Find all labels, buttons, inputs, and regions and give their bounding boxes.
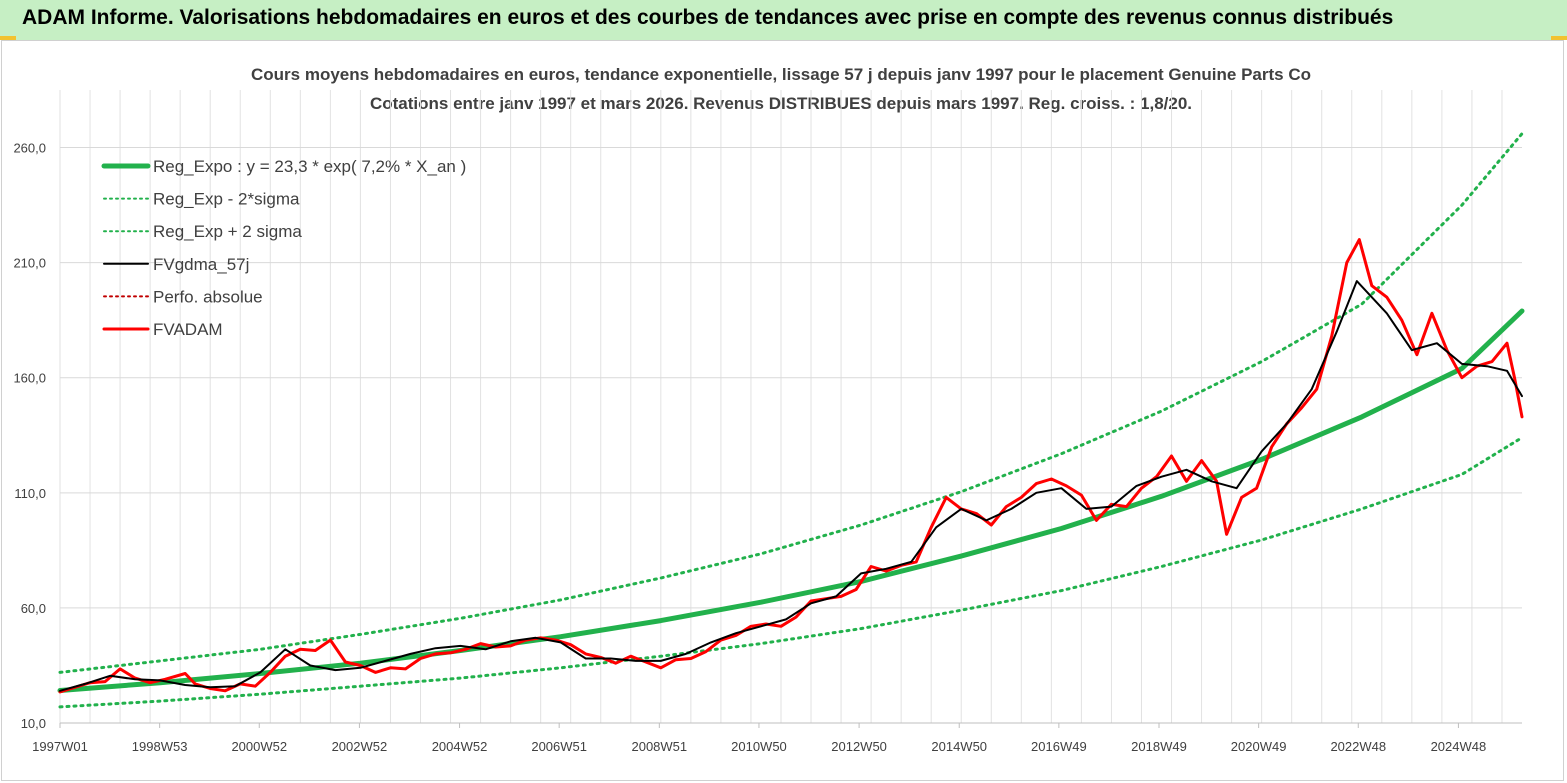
x-tick-label: 2016W49 <box>1031 739 1087 754</box>
grid <box>59 90 1522 724</box>
x-tick-label: 1998W53 <box>132 739 188 754</box>
x-tick-label: 2004W52 <box>432 739 488 754</box>
y-tick-label: 160,0 <box>13 371 46 386</box>
x-tick-label: 2018W49 <box>1131 739 1187 754</box>
y-tick-label: 10,0 <box>21 716 46 731</box>
x-tick-label: 1997W01 <box>32 739 88 754</box>
legend-label: Reg_Exp + 2 sigma <box>153 222 302 241</box>
x-tick-label: 2010W50 <box>731 739 787 754</box>
series-line-1 <box>58 436 1524 709</box>
banner-title: ADAM Informe. Valorisations hebdomadaire… <box>22 6 1394 29</box>
legend-label: Reg_Expo : y = 23,3 * exp( 7,2% * X_an ) <box>153 157 466 176</box>
legend: Reg_Expo : y = 23,3 * exp( 7,2% * X_an )… <box>101 157 466 339</box>
x-tick-label: 2002W52 <box>332 739 388 754</box>
series-line-5 <box>58 238 1524 694</box>
legend-label: Perfo. absolue <box>153 287 263 306</box>
legend-label: Reg_Exp - 2*sigma <box>153 190 300 209</box>
y-tick-label: 60,0 <box>21 601 46 616</box>
series-line-3 <box>59 280 1523 692</box>
x-tick-label: 2020W49 <box>1231 739 1287 754</box>
x-tick-label: 2000W52 <box>231 739 287 754</box>
banner-accent-left <box>0 36 16 40</box>
x-tick-label: 2006W51 <box>531 739 587 754</box>
series-line-2 <box>58 132 1524 674</box>
x-tick-label: 2014W50 <box>931 739 987 754</box>
legend-label: FVgdma_57j <box>153 255 249 274</box>
series-line-0 <box>57 308 1525 693</box>
x-tick-label: 2012W50 <box>831 739 887 754</box>
legend-label: FVADAM <box>153 320 223 339</box>
chart-title: Cours moyens hebdomadaires en euros, ten… <box>251 65 1311 84</box>
banner: ADAM Informe. Valorisations hebdomadaire… <box>0 0 1567 40</box>
banner-accent-right <box>1551 36 1567 40</box>
x-tick-label: 2024W48 <box>1431 739 1487 754</box>
y-tick-label: 260,0 <box>13 141 46 156</box>
y-tick-label: 110,0 <box>14 486 46 501</box>
series-layer <box>57 132 1525 709</box>
y-tick-label: 210,0 <box>13 256 46 271</box>
x-tick-label: 2022W48 <box>1330 739 1386 754</box>
x-tick-label: 2008W51 <box>631 739 687 754</box>
axes: 10,0 60,0 110,0 160,0 210,0 260,0 1997W01 1998W… <box>13 141 1522 754</box>
chart-frame <box>1 40 1564 781</box>
